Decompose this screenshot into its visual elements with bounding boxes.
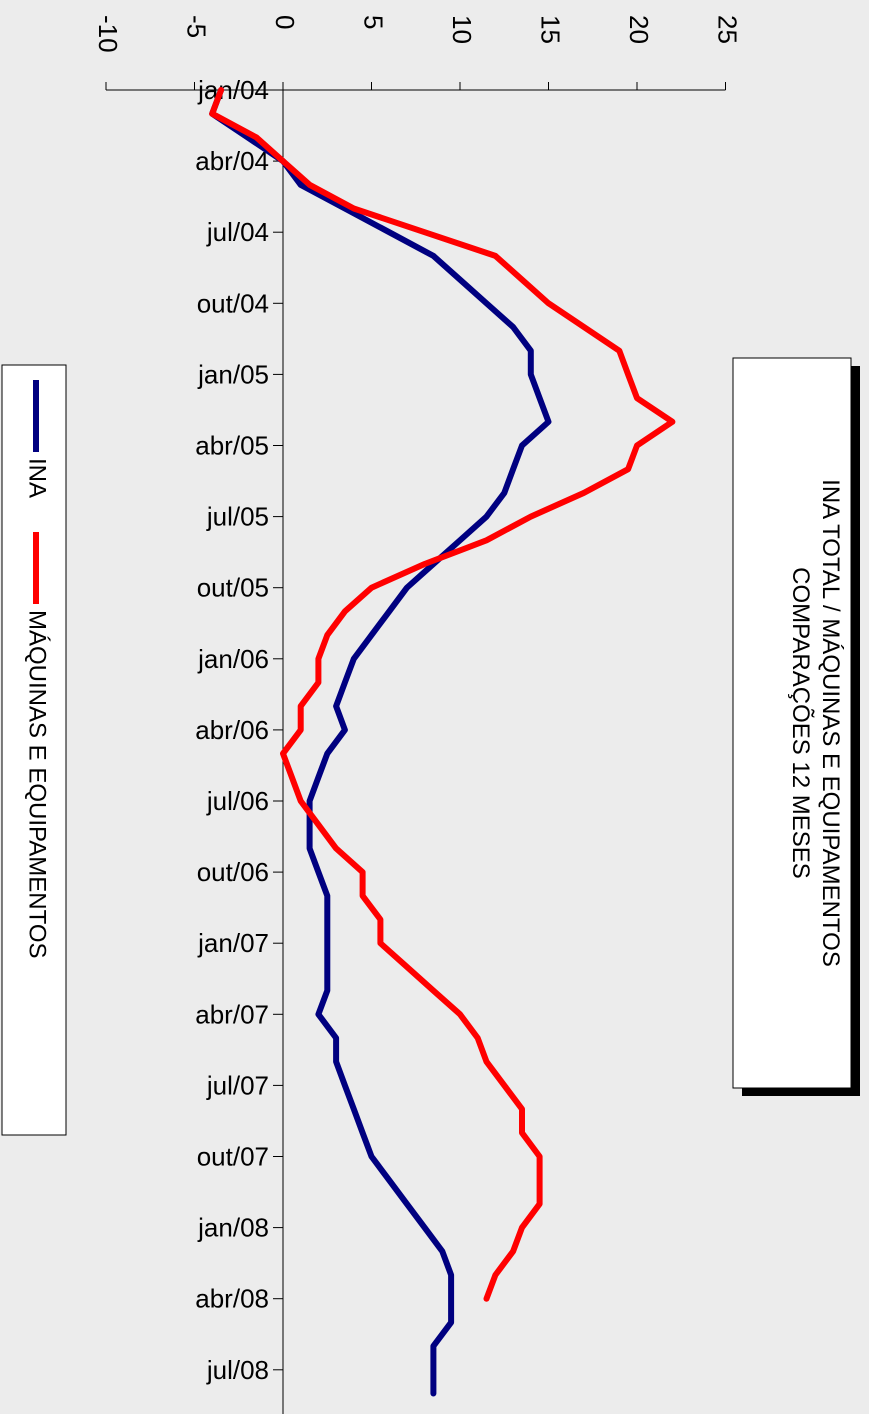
series-line-maquinas-e-equipamentos: [209, 87, 676, 1302]
time-tick-label: jan/05: [197, 359, 269, 389]
series-line-ina: [209, 87, 552, 1397]
time-tick-label: jul/05: [206, 502, 269, 532]
chart-title-box: INA TOTAL / MÁQUINAS E EQUIPAMENTOSCOMPA…: [732, 357, 860, 1096]
time-tick-label: jul/06: [206, 786, 269, 816]
time-tick-label: abr/04: [195, 146, 269, 176]
chart-title-line: INA TOTAL / MÁQUINAS E EQUIPAMENTOS: [817, 479, 844, 967]
time-tick-label: jan/04: [197, 75, 269, 105]
time-tick-label: jul/08: [206, 1355, 269, 1385]
time-tick-label: abr/07: [195, 999, 269, 1029]
chart-title-line: COMPARAÇÕES 12 MESES: [787, 567, 815, 879]
value-tick-label: 5: [359, 15, 389, 29]
chart-series-lines: [209, 87, 676, 1397]
title-box-frame: [732, 357, 852, 1089]
time-tick-label: jan/08: [197, 1213, 269, 1243]
value-tick-label: 25: [713, 15, 743, 44]
time-tick-label: abr/08: [195, 1284, 269, 1314]
time-tick-label: abr/06: [195, 715, 269, 745]
time-tick-label: out/07: [197, 1142, 269, 1172]
time-tick-label: out/05: [197, 573, 269, 603]
chart-legend: INA MÁQUINAS E EQUIPAMENTOS: [1, 364, 67, 1136]
value-tick-label: 10: [447, 15, 477, 44]
time-tick-label: jan/06: [197, 644, 269, 674]
legend-frame: [1, 364, 67, 1136]
legend-label-maquinas: MÁQUINAS E EQUIPAMENTOS: [24, 610, 51, 959]
value-tick-label: -10: [93, 15, 123, 53]
value-tick-label: -5: [182, 15, 212, 38]
time-tick-label: out/06: [197, 857, 269, 887]
time-tick-label: out/04: [197, 288, 269, 318]
value-tick-label: 15: [536, 15, 566, 44]
time-tick-label: jul/07: [206, 1070, 269, 1100]
time-tick-label: jan/07: [197, 928, 269, 958]
chart-title: INA TOTAL / MÁQUINAS E EQUIPAMENTOSCOMPA…: [787, 479, 844, 967]
value-tick-label: 20: [624, 15, 654, 44]
value-tick-label: 0: [270, 15, 300, 29]
chart-axes: -10 -5 0 5 10 15 20 25 jan/04 abr/04 jul/04 out/04 j…: [93, 15, 743, 1414]
legend-label-ina: INA: [24, 458, 51, 498]
time-tick-label: abr/05: [195, 431, 269, 461]
time-tick-label: jul/04: [206, 217, 269, 247]
